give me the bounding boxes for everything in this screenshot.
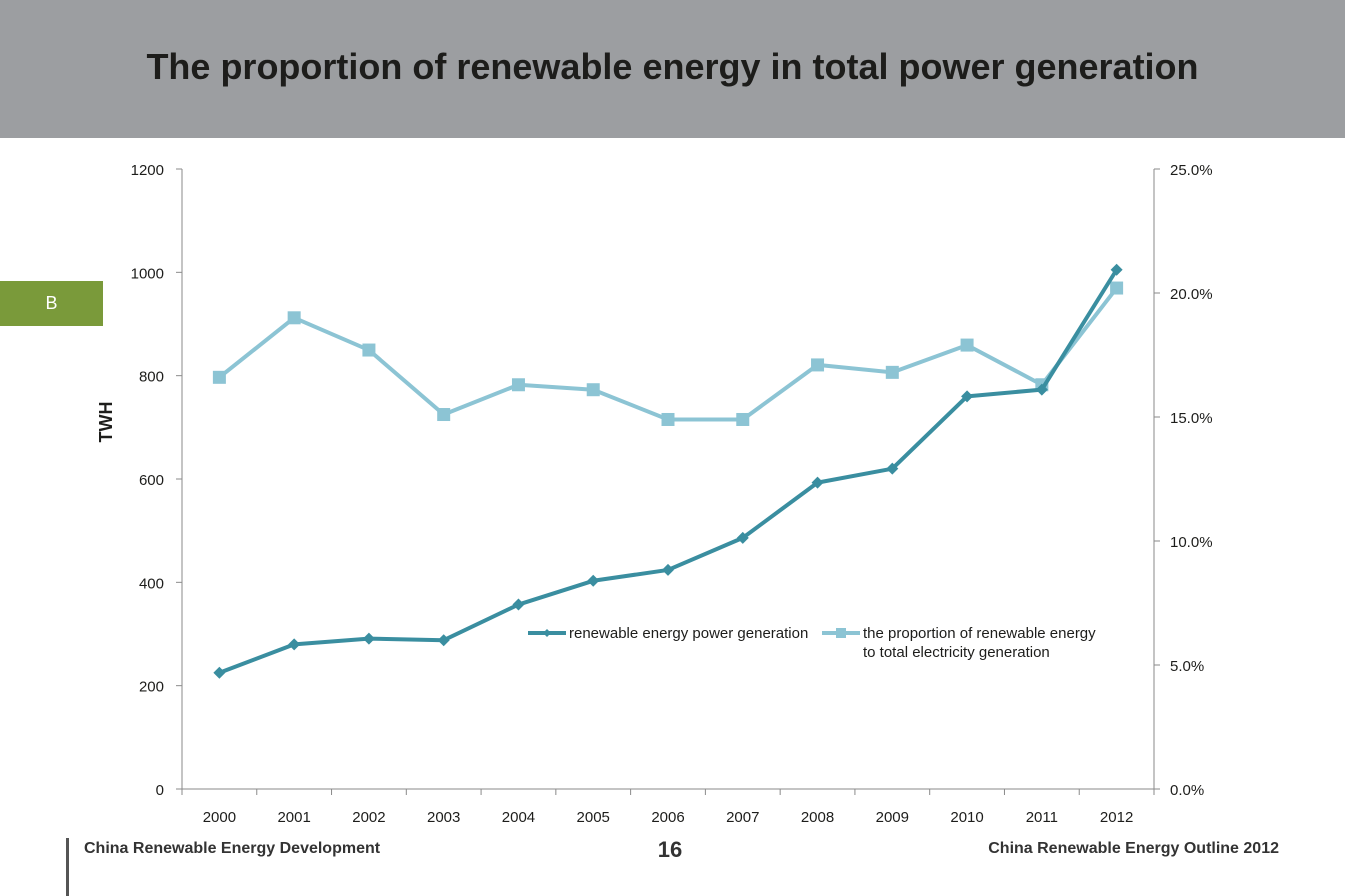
footer-left-text: China Renewable Energy Development (84, 840, 381, 857)
data-point-diamond (1035, 383, 1048, 396)
y-tick-label-right: 0.0% (1170, 782, 1204, 799)
y-tick-label-right: 25.0% (1170, 162, 1213, 179)
y-tick-label-left: 400 (139, 575, 164, 592)
data-point-diamond (213, 666, 226, 679)
footer-divider (66, 838, 69, 896)
y-tick-label-right: 20.0% (1170, 286, 1213, 303)
x-tick-label: 2008 (801, 809, 834, 826)
y-axis-title: TWH (96, 402, 116, 443)
legend-marker-2 (836, 628, 846, 638)
page-title: The proportion of renewable energy in to… (146, 46, 1199, 87)
legend-label-1: renewable energy power generation (569, 625, 808, 642)
data-point-diamond (288, 638, 301, 651)
y-tick-label-right: 5.0% (1170, 658, 1204, 675)
x-tick-label: 2004 (502, 809, 535, 826)
x-tick-label: 2003 (427, 809, 460, 826)
x-tick-label: 2000 (203, 809, 236, 826)
data-point-diamond (437, 634, 450, 647)
data-point-square (661, 412, 675, 426)
x-tick-label: 2002 (352, 809, 385, 826)
data-point-square (885, 365, 899, 379)
x-tick-label: 2012 (1100, 809, 1133, 826)
data-point-diamond (662, 563, 674, 576)
data-point-diamond (512, 598, 525, 611)
legend-marker-1 (543, 629, 551, 637)
data-point-square (811, 358, 825, 372)
legend-label-2: the proportion of renewable energy (863, 625, 1096, 642)
data-point-square (362, 343, 376, 357)
data-point-diamond (736, 531, 749, 544)
data-point-diamond (587, 574, 600, 587)
y-tick-label-left: 200 (139, 679, 164, 696)
y-tick-label-right: 15.0% (1170, 410, 1213, 427)
x-tick-label: 2001 (277, 809, 310, 826)
footer-right-text: China Renewable Energy Outline 2012 (988, 840, 1279, 857)
data-point-square (437, 408, 451, 422)
data-point-diamond (811, 476, 824, 489)
x-tick-label: 2011 (1026, 809, 1058, 826)
data-point-square (287, 311, 301, 325)
x-tick-label: 2010 (950, 809, 983, 826)
data-point-diamond (886, 462, 899, 475)
x-tick-label: 2007 (726, 809, 759, 826)
x-tick-label: 2006 (651, 809, 684, 826)
data-point-square (511, 378, 525, 392)
data-point-square (1110, 281, 1124, 295)
y-tick-label-left: 0 (156, 782, 164, 799)
data-point-square (586, 383, 600, 397)
section-tab[interactable]: B (0, 281, 103, 326)
data-point-diamond (362, 632, 375, 645)
y-tick-label-left: 1000 (131, 265, 164, 282)
page-number: 16 (657, 837, 683, 862)
x-tick-label: 2005 (577, 809, 610, 826)
header-band: The proportion of renewable energy in to… (0, 0, 1345, 138)
data-point-diamond (1110, 263, 1123, 276)
x-tick-label: 2009 (876, 809, 909, 826)
data-point-diamond (961, 390, 974, 403)
data-point-square (212, 370, 226, 384)
series-line-1 (218, 268, 1119, 675)
data-point-square (960, 338, 974, 352)
series-line-2 (218, 286, 1119, 422)
y-tick-label-left: 600 (139, 472, 164, 489)
y-tick-label-left: 800 (139, 369, 164, 386)
y-tick-label-right: 10.0% (1170, 534, 1213, 551)
y-tick-label-left: 1200 (131, 162, 164, 179)
legend-label-2: to total electricity generation (863, 644, 1050, 661)
data-point-square (736, 412, 750, 426)
